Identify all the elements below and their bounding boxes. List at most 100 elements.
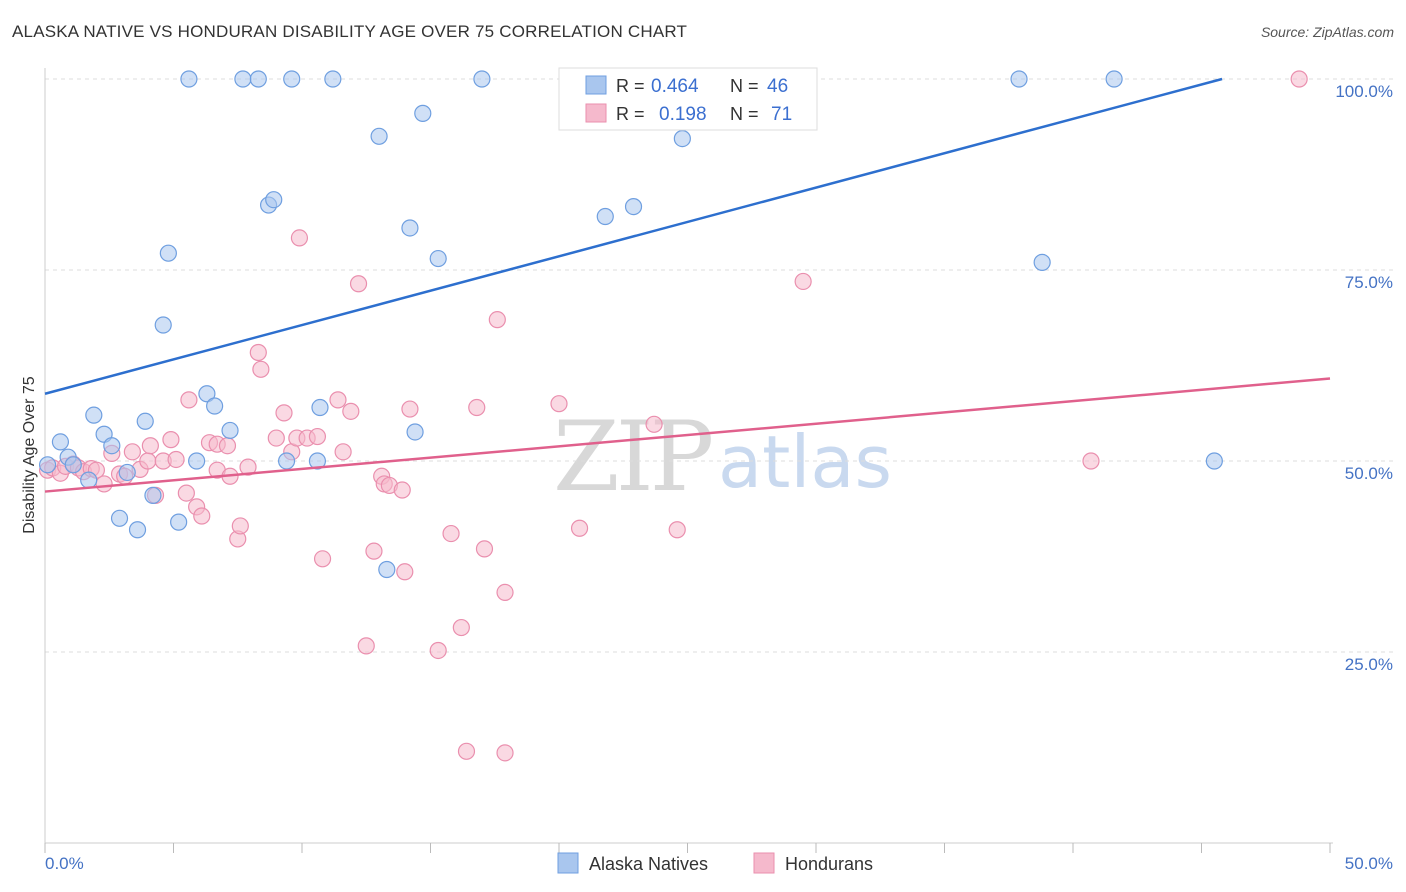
alaska-natives-point xyxy=(283,70,301,88)
alaska-natives-point xyxy=(144,486,162,504)
hondurans-point xyxy=(365,542,383,560)
alaska-natives-point xyxy=(206,397,224,415)
legend-n-value-1: 46 xyxy=(767,76,788,97)
hondurans-trend-line xyxy=(44,377,1331,493)
bottom-legend-label-hondurans: Hondurans xyxy=(785,854,873,874)
alaska-natives-point xyxy=(128,521,147,539)
alaska-natives-point xyxy=(1033,253,1051,271)
alaska-natives-point xyxy=(370,127,388,145)
alaska-natives-point xyxy=(277,452,296,470)
alaska-natives-point xyxy=(118,463,136,482)
chart-source: Source: ZipAtlas.com xyxy=(1260,24,1394,40)
alaska-natives-point xyxy=(234,70,252,88)
alaska-natives-point xyxy=(308,452,327,470)
hondurans-point xyxy=(496,744,514,762)
x-tick-label-max: 50.0% xyxy=(1345,854,1393,873)
alaska-natives-point xyxy=(673,129,691,148)
alaska-natives-point xyxy=(110,509,129,527)
alaska-natives-point xyxy=(221,421,239,440)
hondurans-point xyxy=(180,391,198,409)
alaska-natives-point xyxy=(154,316,172,334)
y-axis-title: Disability Age Over 75 xyxy=(21,376,38,534)
hondurans-point xyxy=(95,475,113,493)
hondurans-point xyxy=(123,443,141,461)
hondurans-point xyxy=(401,400,419,418)
alaska-natives-point xyxy=(401,219,419,237)
hondurans-point xyxy=(267,429,285,447)
alaska-natives-point xyxy=(624,197,643,216)
alaska-natives-point xyxy=(596,207,614,226)
hondurans-point xyxy=(275,404,293,422)
hondurans-point xyxy=(475,540,494,558)
y-tick-label-100: 100.0% xyxy=(1335,82,1393,101)
alaska-natives-point xyxy=(1205,452,1223,470)
alaska-natives-point xyxy=(51,433,70,451)
hondurans-point xyxy=(570,519,589,537)
legend-swatch-alaska-natives xyxy=(585,75,607,95)
hondurans-point xyxy=(239,458,257,476)
alaska-natives-point xyxy=(180,70,198,88)
hondurans-point xyxy=(193,507,211,525)
y-tick-label-25: 25.0% xyxy=(1345,655,1393,674)
hondurans-point xyxy=(794,272,812,291)
hondurans-point xyxy=(218,437,237,455)
hondurans-point xyxy=(349,275,368,293)
bottom-legend-label-alaska-natives: Alaska Natives xyxy=(589,854,708,874)
legend-r-label-2: R = xyxy=(616,104,645,124)
hondurans-point xyxy=(488,311,506,329)
alaska-natives-point xyxy=(249,70,267,88)
hondurans-point xyxy=(290,229,309,247)
alaska-natives-point xyxy=(170,513,188,531)
watermark-atlas: atlas xyxy=(718,420,892,504)
alaska-natives-point xyxy=(429,249,447,268)
hondurans-point xyxy=(550,395,568,413)
alaska-natives-point xyxy=(198,385,216,403)
alaska-natives-trend-line xyxy=(44,77,1223,395)
alaska-natives-point xyxy=(64,456,82,474)
alaska-natives-point xyxy=(265,191,283,209)
alaska-natives-point xyxy=(85,406,103,424)
chart-title: ALASKA NATIVE VS HONDURAN DISABILITY AGE… xyxy=(12,22,688,41)
hondurans-point xyxy=(177,484,195,502)
legend-n-label-2: N = xyxy=(730,104,759,124)
alaska-natives-point xyxy=(136,412,154,430)
watermark: ZIP atlas xyxy=(553,401,892,513)
correlation-legend: R = 0.464 N = 46 R = 0.198 N = 71 xyxy=(558,67,818,131)
alaska-natives-point xyxy=(80,471,98,489)
bottom-legend-swatch-hondurans xyxy=(753,852,775,874)
hondurans-point xyxy=(1290,70,1308,88)
x-tick-label-min: 0.0% xyxy=(45,854,84,873)
hondurans-point xyxy=(139,452,157,470)
hondurans-point xyxy=(313,550,332,568)
hondurans-point xyxy=(429,641,447,660)
alaska-natives-point xyxy=(406,423,424,441)
alaska-natives-points xyxy=(38,70,1223,579)
hondurans-point xyxy=(231,517,249,535)
hondurans-point xyxy=(452,618,470,637)
alaska-natives-point xyxy=(159,244,177,262)
hondurans-point xyxy=(442,524,460,543)
alaska-natives-point xyxy=(1105,70,1123,88)
hondurans-point xyxy=(249,343,267,362)
hondurans-point xyxy=(668,521,686,539)
hondurans-point xyxy=(396,563,414,581)
hondurans-point xyxy=(393,481,411,499)
alaska-natives-point xyxy=(324,70,342,88)
y-tick-label-75: 75.0% xyxy=(1345,273,1393,292)
legend-r-label-1: R = xyxy=(616,76,645,96)
hondurans-point xyxy=(457,742,476,760)
legend-r-value-2: 0.198 xyxy=(659,104,707,125)
hondurans-point xyxy=(162,431,180,449)
hondurans-point xyxy=(357,637,375,655)
hondurans-point xyxy=(141,437,159,455)
alaska-natives-point xyxy=(473,70,491,88)
alaska-natives-point xyxy=(103,437,121,455)
legend-swatch-hondurans xyxy=(585,103,607,123)
hondurans-point xyxy=(468,398,486,417)
legend-n-value-2: 71 xyxy=(771,104,792,125)
alaska-natives-point xyxy=(414,104,432,122)
hondurans-point xyxy=(334,443,352,461)
series-legend: Alaska Natives Hondurans xyxy=(557,852,873,874)
hondurans-point xyxy=(308,427,327,446)
